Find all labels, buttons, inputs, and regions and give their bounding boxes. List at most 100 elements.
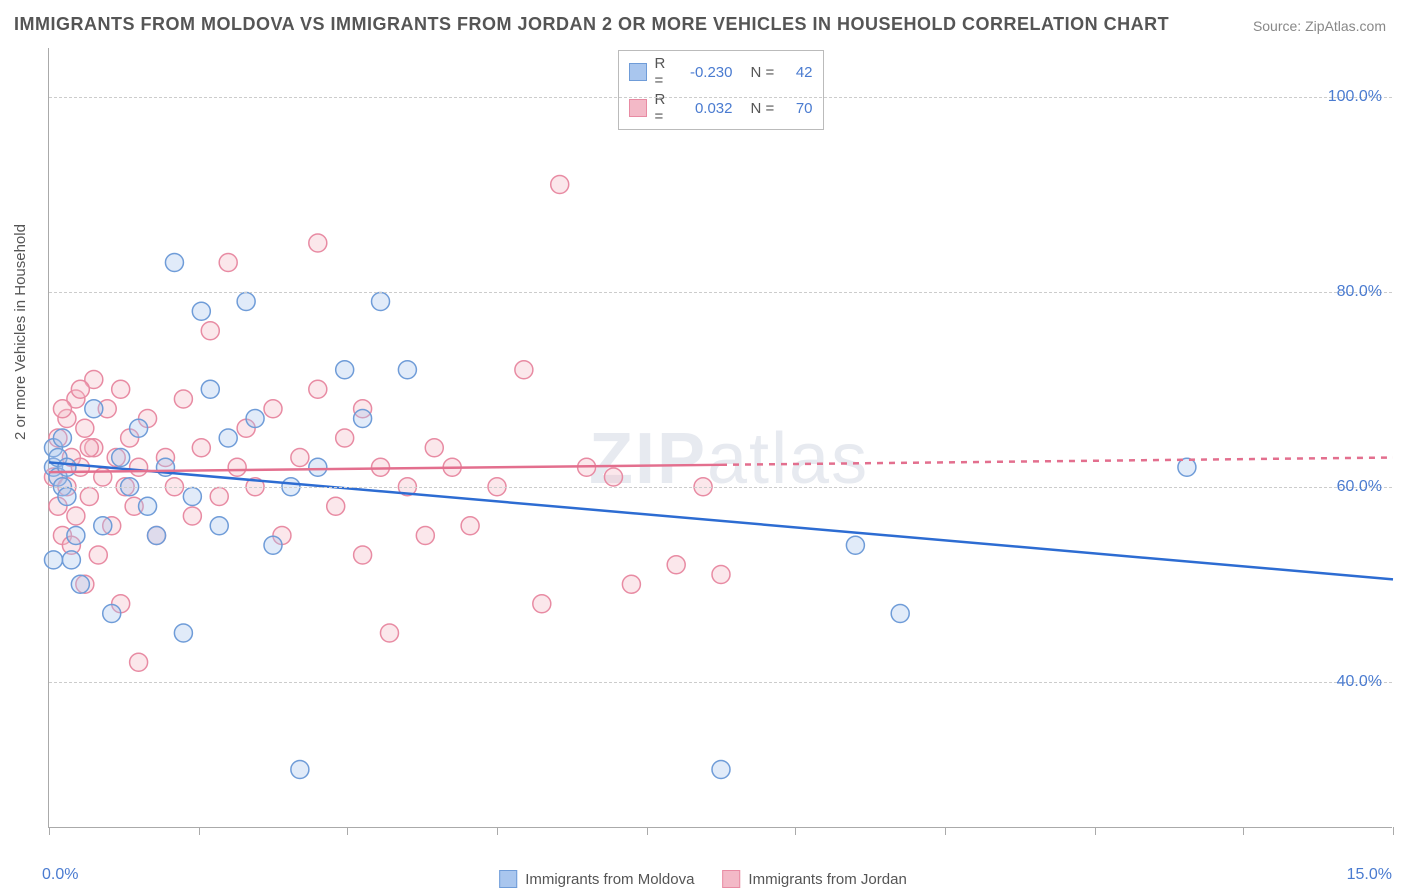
- x-tick: [49, 827, 50, 835]
- scatter-point: [210, 488, 228, 506]
- scatter-point: [71, 575, 89, 593]
- scatter-point: [533, 595, 551, 613]
- scatter-point: [130, 419, 148, 437]
- scatter-point: [71, 380, 89, 398]
- scatter-point: [228, 458, 246, 476]
- scatter-point: [201, 380, 219, 398]
- scatter-point: [165, 254, 183, 272]
- scatter-point: [398, 361, 416, 379]
- n-value: 70: [785, 100, 813, 117]
- scatter-point: [846, 536, 864, 554]
- r-label: R =: [655, 55, 673, 89]
- legend-swatch: [629, 99, 647, 117]
- gridline-h: [49, 682, 1392, 683]
- scatter-point: [89, 546, 107, 564]
- x-label-min: 0.0%: [42, 866, 78, 884]
- scatter-point: [192, 302, 210, 320]
- scatter-point: [58, 458, 76, 476]
- n-value: 42: [785, 64, 813, 81]
- scatter-point: [309, 458, 327, 476]
- scatter-point: [44, 551, 62, 569]
- y-axis-title: 2 or more Vehicles in Household: [12, 224, 29, 440]
- scatter-point: [94, 517, 112, 535]
- scatter-point: [291, 449, 309, 467]
- scatter-point: [112, 449, 130, 467]
- scatter-point: [246, 410, 264, 428]
- scatter-point: [712, 566, 730, 584]
- gridline-h: [49, 97, 1392, 98]
- scatter-point: [58, 488, 76, 506]
- scatter-point: [416, 527, 434, 545]
- chart-title: IMMIGRANTS FROM MOLDOVA VS IMMIGRANTS FR…: [14, 14, 1169, 35]
- legend-series-item: Immigrants from Jordan: [722, 870, 906, 888]
- x-tick: [1095, 827, 1096, 835]
- legend-correlation: R =-0.230N =42R =0.032N =70: [618, 50, 824, 130]
- x-tick: [199, 827, 200, 835]
- x-tick: [497, 827, 498, 835]
- scatter-point: [174, 390, 192, 408]
- scatter-point: [174, 624, 192, 642]
- scatter-point: [192, 439, 210, 457]
- scatter-point: [130, 653, 148, 671]
- gridline-h: [49, 292, 1392, 293]
- x-tick: [1393, 827, 1394, 835]
- scatter-point: [80, 488, 98, 506]
- x-tick: [647, 827, 648, 835]
- scatter-point: [622, 575, 640, 593]
- scatter-point: [67, 507, 85, 525]
- scatter-point: [264, 536, 282, 554]
- source-label: Source: ZipAtlas.com: [1253, 18, 1386, 34]
- legend-series-item: Immigrants from Moldova: [499, 870, 694, 888]
- scatter-point: [309, 380, 327, 398]
- scatter-point: [103, 605, 121, 623]
- scatter-point: [604, 468, 622, 486]
- y-tick-label: 80.0%: [1337, 283, 1382, 301]
- scatter-point: [336, 429, 354, 447]
- x-tick: [795, 827, 796, 835]
- legend-series-label: Immigrants from Moldova: [525, 871, 694, 888]
- scatter-point: [380, 624, 398, 642]
- y-tick-label: 40.0%: [1337, 673, 1382, 691]
- y-tick-label: 60.0%: [1337, 478, 1382, 496]
- legend-swatch: [629, 63, 647, 81]
- scatter-point: [237, 293, 255, 311]
- x-tick: [945, 827, 946, 835]
- scatter-point: [53, 400, 71, 418]
- scatter-point: [461, 517, 479, 535]
- plot-svg: [49, 48, 1392, 827]
- gridline-h: [49, 487, 1392, 488]
- scatter-point: [309, 234, 327, 252]
- legend-swatch: [722, 870, 740, 888]
- scatter-point: [219, 429, 237, 447]
- legend-correlation-row: R = -0.230 N = 42: [629, 55, 813, 89]
- scatter-point: [291, 761, 309, 779]
- scatter-point: [712, 761, 730, 779]
- n-label: N =: [751, 64, 777, 81]
- scatter-point: [148, 527, 166, 545]
- y-tick-label: 100.0%: [1328, 88, 1382, 106]
- scatter-point: [425, 439, 443, 457]
- scatter-point: [327, 497, 345, 515]
- scatter-point: [85, 400, 103, 418]
- scatter-point: [551, 176, 569, 194]
- n-label: N =: [751, 100, 777, 117]
- scatter-point: [354, 546, 372, 564]
- scatter-point: [76, 419, 94, 437]
- scatter-point: [67, 527, 85, 545]
- legend-series: Immigrants from Moldova Immigrants from J…: [499, 870, 907, 888]
- x-tick: [1243, 827, 1244, 835]
- legend-series-label: Immigrants from Jordan: [748, 871, 906, 888]
- scatter-point: [891, 605, 909, 623]
- scatter-point: [53, 429, 71, 447]
- scatter-point: [112, 380, 130, 398]
- plot-area: ZIPatlas R =-0.230N =42R =0.032N =70 40.…: [48, 48, 1392, 828]
- scatter-point: [139, 497, 157, 515]
- scatter-point: [183, 488, 201, 506]
- scatter-point: [201, 322, 219, 340]
- scatter-point: [264, 400, 282, 418]
- scatter-point: [183, 507, 201, 525]
- scatter-point: [336, 361, 354, 379]
- r-value: -0.230: [681, 64, 733, 81]
- scatter-point: [62, 551, 80, 569]
- x-label-max: 15.0%: [1347, 866, 1392, 884]
